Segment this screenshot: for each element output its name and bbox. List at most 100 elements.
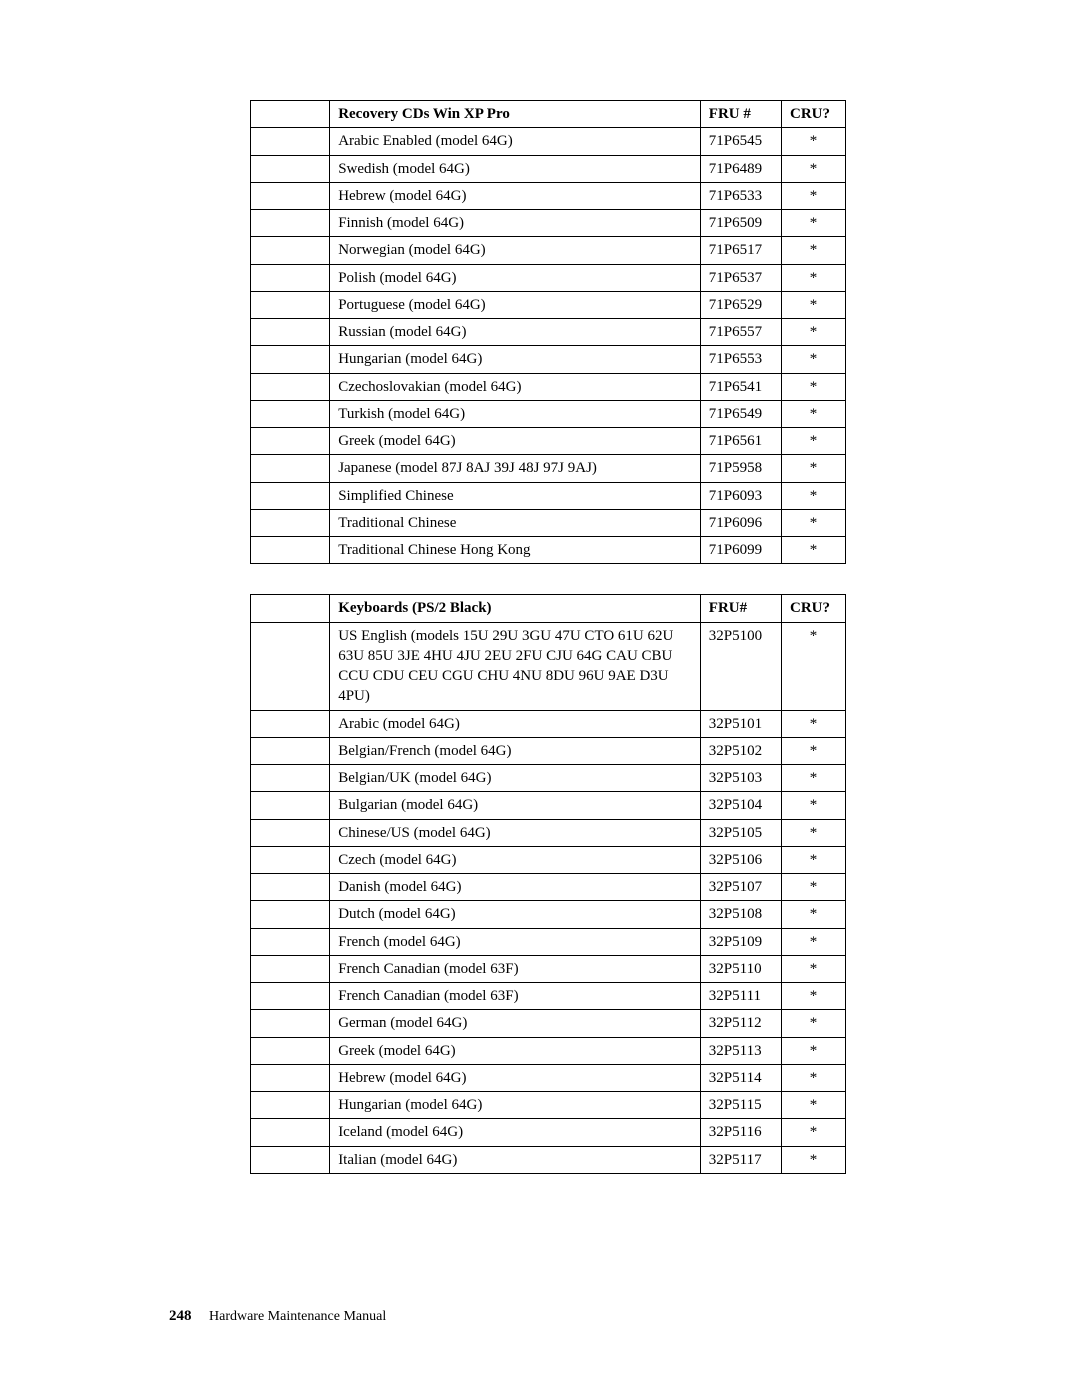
cell-description: Finnish (model 64G) <box>330 210 701 237</box>
page-number: 248 <box>169 1308 192 1324</box>
cell-fru: 71P6537 <box>700 264 781 291</box>
cell-empty <box>251 346 330 373</box>
table-row: Hungarian (model 64G)71P6553* <box>251 346 846 373</box>
cell-cru: * <box>782 765 846 792</box>
cell-empty <box>251 237 330 264</box>
cell-description: Chinese/US (model 64G) <box>330 819 701 846</box>
table-row: Traditional Chinese71P6096* <box>251 509 846 536</box>
table-row: Norwegian (model 64G)71P6517* <box>251 237 846 264</box>
cell-fru: 71P6489 <box>700 155 781 182</box>
cell-fru: 32P5113 <box>700 1037 781 1064</box>
cell-cru: * <box>782 901 846 928</box>
cell-cru: * <box>782 1037 846 1064</box>
cell-fru: 32P5116 <box>700 1119 781 1146</box>
cell-empty <box>251 955 330 982</box>
table-row: Portuguese (model 64G)71P6529* <box>251 291 846 318</box>
cell-fru: 32P5105 <box>700 819 781 846</box>
cell-fru: 71P6541 <box>700 373 781 400</box>
cell-description: Swedish (model 64G) <box>330 155 701 182</box>
cell-empty <box>251 737 330 764</box>
header-empty <box>251 101 330 128</box>
cell-cru: * <box>782 182 846 209</box>
cell-empty <box>251 155 330 182</box>
cell-empty <box>251 765 330 792</box>
cell-empty <box>251 1146 330 1173</box>
cell-description: Hungarian (model 64G) <box>330 346 701 373</box>
cell-empty <box>251 622 330 710</box>
table-row: Danish (model 64G)32P5107* <box>251 874 846 901</box>
page-footer: 248 Hardware Maintenance Manual <box>169 1308 386 1325</box>
cell-empty <box>251 1119 330 1146</box>
cell-fru: 32P5109 <box>700 928 781 955</box>
table-row: Chinese/US (model 64G)32P5105* <box>251 819 846 846</box>
cell-cru: * <box>782 1119 846 1146</box>
cell-cru: * <box>782 737 846 764</box>
cell-description: Hebrew (model 64G) <box>330 182 701 209</box>
cell-description: French Canadian (model 63F) <box>330 983 701 1010</box>
cell-description: Traditional Chinese <box>330 509 701 536</box>
cell-description: Japanese (model 87J 8AJ 39J 48J 97J 9AJ) <box>330 455 701 482</box>
cell-fru: 32P5114 <box>700 1064 781 1091</box>
cell-description: Greek (model 64G) <box>330 428 701 455</box>
cell-description: Portuguese (model 64G) <box>330 291 701 318</box>
cell-fru: 32P5117 <box>700 1146 781 1173</box>
table-row: Arabic Enabled (model 64G)71P6545* <box>251 128 846 155</box>
cell-fru: 32P5102 <box>700 737 781 764</box>
cell-description: German (model 64G) <box>330 1010 701 1037</box>
cell-empty <box>251 792 330 819</box>
cell-fru: 32P5103 <box>700 765 781 792</box>
cell-description: Arabic (model 64G) <box>330 710 701 737</box>
cell-cru: * <box>782 210 846 237</box>
table-row: French (model 64G)32P5109* <box>251 928 846 955</box>
table-row: Bulgarian (model 64G)32P5104* <box>251 792 846 819</box>
header-description: Recovery CDs Win XP Pro <box>330 101 701 128</box>
cell-description: Belgian/UK (model 64G) <box>330 765 701 792</box>
cell-empty <box>251 482 330 509</box>
cell-empty <box>251 846 330 873</box>
table-row: Russian (model 64G)71P6557* <box>251 319 846 346</box>
table-row: French Canadian (model 63F)32P5110* <box>251 955 846 982</box>
table-row: Hebrew (model 64G)32P5114* <box>251 1064 846 1091</box>
cell-cru: * <box>782 928 846 955</box>
cell-empty <box>251 1010 330 1037</box>
table-row: Dutch (model 64G)32P5108* <box>251 901 846 928</box>
cell-fru: 32P5104 <box>700 792 781 819</box>
header-fru: FRU# <box>700 595 781 622</box>
cell-empty <box>251 210 330 237</box>
cell-empty <box>251 1092 330 1119</box>
table-row: Simplified Chinese71P6093* <box>251 482 846 509</box>
cell-description: Italian (model 64G) <box>330 1146 701 1173</box>
recovery-cds-table: Recovery CDs Win XP ProFRU #CRU?Arabic E… <box>250 100 846 564</box>
cell-fru: 32P5110 <box>700 955 781 982</box>
cell-cru: * <box>782 874 846 901</box>
cell-description: Norwegian (model 64G) <box>330 237 701 264</box>
cell-empty <box>251 182 330 209</box>
cell-fru: 71P6517 <box>700 237 781 264</box>
cell-description: Turkish (model 64G) <box>330 400 701 427</box>
table-row: French Canadian (model 63F)32P5111* <box>251 983 846 1010</box>
table-row: Italian (model 64G)32P5117* <box>251 1146 846 1173</box>
cell-cru: * <box>782 983 846 1010</box>
cell-empty <box>251 264 330 291</box>
cell-description: Dutch (model 64G) <box>330 901 701 928</box>
cell-description: Czech (model 64G) <box>330 846 701 873</box>
table-row: Belgian/UK (model 64G)32P5103* <box>251 765 846 792</box>
cell-cru: * <box>782 710 846 737</box>
cell-empty <box>251 400 330 427</box>
cell-empty <box>251 319 330 346</box>
cell-description: Czechoslovakian (model 64G) <box>330 373 701 400</box>
cell-cru: * <box>782 509 846 536</box>
cell-cru: * <box>782 155 846 182</box>
cell-description: Hungarian (model 64G) <box>330 1092 701 1119</box>
cell-empty <box>251 874 330 901</box>
table-row: Hebrew (model 64G)71P6533* <box>251 182 846 209</box>
table-row: Czechoslovakian (model 64G)71P6541* <box>251 373 846 400</box>
table-row: Japanese (model 87J 8AJ 39J 48J 97J 9AJ)… <box>251 455 846 482</box>
header-cru: CRU? <box>782 595 846 622</box>
cell-cru: * <box>782 622 846 710</box>
cell-fru: 71P5958 <box>700 455 781 482</box>
cell-cru: * <box>782 819 846 846</box>
cell-empty <box>251 455 330 482</box>
cell-empty <box>251 1037 330 1064</box>
cell-description: Arabic Enabled (model 64G) <box>330 128 701 155</box>
